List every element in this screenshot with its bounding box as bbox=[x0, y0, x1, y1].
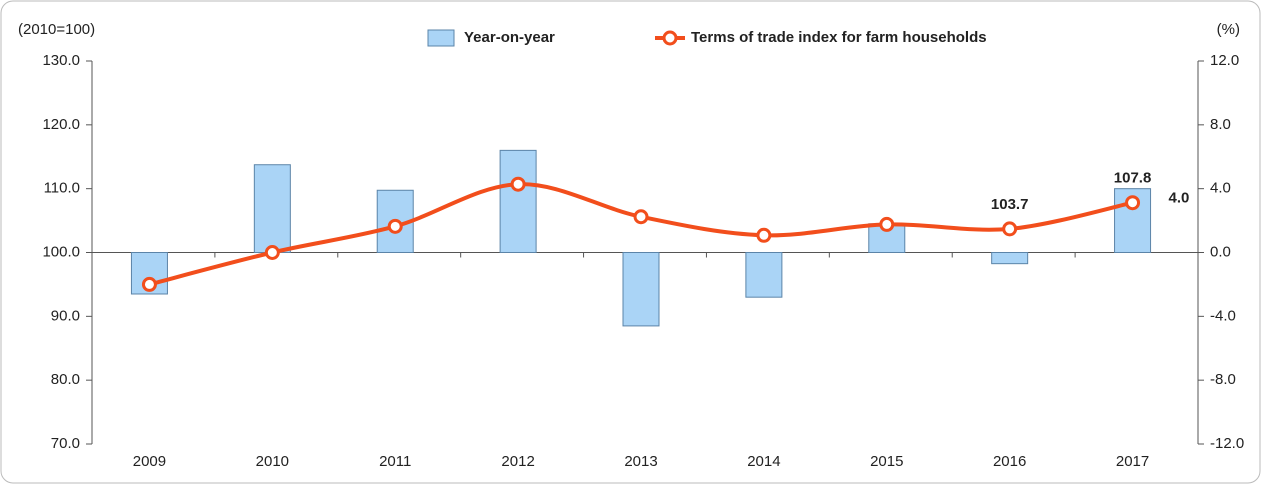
x-tick-label: 2011 bbox=[379, 453, 411, 470]
x-tick-label: 2014 bbox=[747, 453, 780, 470]
line-marker bbox=[756, 227, 772, 243]
x-tick-label: 2017 bbox=[1116, 453, 1149, 470]
y-tick-label: 90.0 bbox=[51, 307, 80, 324]
legend-label: Year-on-year bbox=[464, 29, 555, 46]
y-tick-label: 130.0 bbox=[42, 52, 80, 69]
line-marker bbox=[1002, 221, 1018, 237]
y2-tick-label: 4.0 bbox=[1210, 180, 1231, 197]
x-tick-label: 2013 bbox=[624, 453, 657, 470]
legend-label: Terms of trade index for farm households bbox=[691, 29, 987, 46]
y2-tick-label: -8.0 bbox=[1210, 371, 1236, 388]
legend-swatch-marker bbox=[662, 30, 678, 46]
line-marker bbox=[1125, 195, 1141, 211]
x-tick-label: 2012 bbox=[501, 453, 534, 470]
bar bbox=[745, 252, 783, 298]
y-tick-label: 80.0 bbox=[51, 371, 80, 388]
y-tick-label: 110.0 bbox=[44, 180, 80, 197]
y2-tick-label: -12.0 bbox=[1210, 435, 1244, 452]
line-marker bbox=[510, 176, 526, 192]
bar bbox=[991, 252, 1029, 265]
line-value-label: 103.7 bbox=[991, 196, 1029, 213]
y-tick-label: 120.0 bbox=[42, 116, 80, 133]
x-tick-label: 2015 bbox=[870, 453, 903, 470]
line-marker bbox=[387, 218, 403, 234]
line-marker bbox=[141, 276, 157, 292]
line-marker bbox=[879, 216, 895, 232]
y2-unit-label: (%) bbox=[1217, 21, 1240, 38]
line-value-label: 107.8 bbox=[1114, 170, 1152, 187]
y-unit-label: (2010=100) bbox=[18, 21, 95, 38]
bar bbox=[499, 149, 537, 253]
x-tick-label: 2010 bbox=[256, 453, 289, 470]
x-tick-label: 2009 bbox=[133, 453, 166, 470]
line-marker bbox=[264, 245, 280, 260]
y-tick-label: 100.0 bbox=[42, 243, 80, 260]
y2-tick-label: -4.0 bbox=[1210, 307, 1236, 324]
bar-value-label: 4.0 bbox=[1169, 190, 1190, 207]
line-marker bbox=[633, 209, 649, 225]
bar bbox=[253, 164, 291, 254]
x-tick-label: 2016 bbox=[993, 453, 1026, 470]
y2-tick-label: 0.0 bbox=[1210, 243, 1231, 260]
y2-tick-label: 8.0 bbox=[1210, 116, 1231, 133]
y2-tick-label: 12.0 bbox=[1210, 52, 1239, 69]
y-tick-label: 70.0 bbox=[51, 435, 80, 452]
legend-swatch bbox=[427, 29, 455, 47]
bar bbox=[622, 252, 660, 327]
